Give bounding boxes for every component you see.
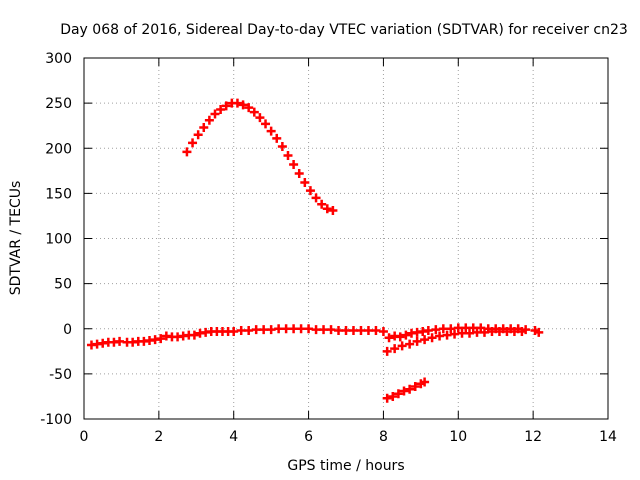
x-tick-label: 14 <box>599 429 617 445</box>
y-tick-label: -50 <box>49 367 72 383</box>
data-point <box>189 330 199 340</box>
data-series <box>86 98 544 403</box>
data-point <box>378 326 388 336</box>
data-point <box>322 204 332 214</box>
data-point <box>216 104 226 114</box>
data-point <box>244 103 254 113</box>
data-point <box>182 147 192 157</box>
series-arc-1 <box>86 336 125 350</box>
data-point <box>393 389 403 399</box>
data-point <box>199 122 209 132</box>
axis-ticks: 0 2 4 6 8 10 12 14 -100 -50 0 50 100 150 200 250 300 <box>40 51 617 445</box>
data-point <box>232 98 242 108</box>
y-tick-label: 250 <box>45 96 72 112</box>
data-point <box>277 141 287 151</box>
data-point <box>384 333 394 343</box>
data-point <box>311 193 321 203</box>
data-point <box>397 341 407 351</box>
x-tick-label: 10 <box>449 429 467 445</box>
data-point <box>401 330 411 340</box>
data-point <box>305 186 315 196</box>
data-point <box>328 206 338 216</box>
data-point <box>420 335 430 345</box>
data-point <box>294 169 304 179</box>
series-arc-4 <box>382 326 527 356</box>
data-point <box>427 333 437 343</box>
plot-frame <box>83 57 609 420</box>
data-point <box>410 382 420 392</box>
data-point <box>405 384 415 394</box>
data-point <box>188 138 198 148</box>
chart-title: Day 068 of 2016, Sidereal Day-to-day VTE… <box>60 22 628 38</box>
data-point <box>405 339 415 349</box>
data-point <box>395 332 405 342</box>
data-point <box>249 107 259 117</box>
data-point <box>283 150 293 160</box>
x-tick-label: 4 <box>229 429 238 445</box>
y-tick-label: -100 <box>40 412 72 428</box>
data-point <box>238 100 248 110</box>
y-tick-label: 0 <box>63 322 72 338</box>
data-point <box>300 178 310 188</box>
data-point <box>221 101 231 111</box>
data-point <box>255 113 265 123</box>
data-point <box>399 386 409 396</box>
data-point <box>289 159 299 169</box>
data-point <box>317 199 327 209</box>
data-point <box>390 344 400 354</box>
x-tick-label: 2 <box>154 429 163 445</box>
series-arc-2 <box>122 324 388 347</box>
data-point <box>388 391 398 401</box>
data-point <box>272 133 282 143</box>
data-point <box>521 325 531 335</box>
grid <box>84 58 608 419</box>
x-axis-label: GPS time / hours <box>287 458 404 474</box>
data-point <box>412 336 422 346</box>
y-tick-label: 200 <box>45 141 72 157</box>
data-point <box>204 115 214 125</box>
x-tick-label: 0 <box>80 429 89 445</box>
data-point <box>193 130 203 140</box>
data-point <box>382 393 392 403</box>
y-axis-label: SDTVAR / TECUs <box>8 181 24 296</box>
data-point <box>420 377 430 387</box>
series-arc-3 <box>182 98 338 216</box>
y-tick-label: 50 <box>54 277 72 293</box>
data-point <box>156 334 166 344</box>
data-point <box>534 327 544 337</box>
series-arc-5 <box>384 323 531 343</box>
series-arc-7 <box>530 326 544 337</box>
series-arc-6 <box>382 377 430 403</box>
data-point <box>382 346 392 356</box>
x-tick-label: 8 <box>379 429 388 445</box>
y-tick-label: 150 <box>45 186 72 202</box>
data-point <box>266 126 276 136</box>
y-tick-label: 300 <box>45 51 72 67</box>
data-point <box>261 119 271 129</box>
y-tick-label: 100 <box>45 232 72 248</box>
x-tick-label: 6 <box>304 429 313 445</box>
x-tick-label: 12 <box>524 429 542 445</box>
data-point <box>210 109 220 119</box>
